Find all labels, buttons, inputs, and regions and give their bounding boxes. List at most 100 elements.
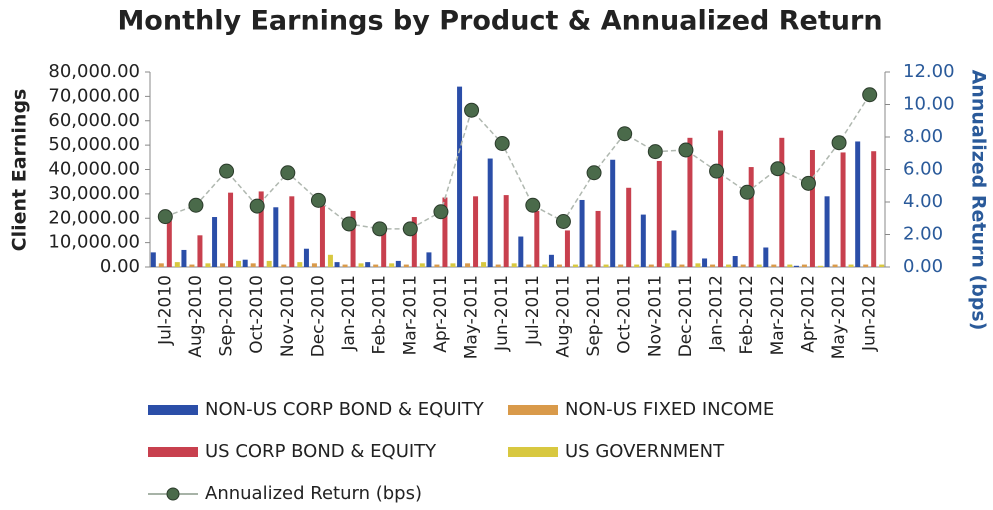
y-tick-label: 40,000.00: [48, 159, 140, 180]
line-point: [280, 165, 296, 181]
line-point: [219, 163, 235, 179]
bar: [848, 264, 854, 267]
bar: [365, 262, 371, 267]
bar: [465, 263, 471, 267]
bar: [671, 230, 677, 267]
x-tick-label: Jan-2011: [339, 275, 359, 352]
bar: [732, 256, 738, 267]
bar: [342, 264, 348, 267]
bar: [809, 150, 815, 267]
bar: [403, 264, 409, 267]
bar: [273, 207, 279, 267]
bar: [266, 260, 272, 267]
x-tick-label: Oct-2010: [247, 275, 267, 354]
bar: [395, 260, 401, 267]
bar: [220, 263, 226, 267]
bar: [556, 264, 562, 267]
bar: [634, 264, 640, 267]
bar: [457, 86, 463, 267]
bar: [503, 195, 509, 267]
bar: [779, 137, 785, 267]
bar: [158, 263, 164, 267]
y2-tick-label: 10.00: [903, 94, 955, 115]
x-tick-label: Jul-2010: [155, 275, 175, 346]
bar: [297, 262, 303, 267]
bar: [610, 159, 616, 267]
line-point: [157, 209, 173, 225]
legend-swatch: [508, 405, 558, 415]
bar: [319, 201, 325, 267]
line-point: [433, 204, 449, 220]
line-point: [617, 126, 633, 142]
y2-tick-label: 6.00: [903, 159, 943, 180]
line-point: [800, 175, 816, 191]
bar: [281, 264, 287, 267]
bar: [832, 264, 838, 267]
bar: [181, 249, 187, 267]
bar: [389, 263, 395, 267]
line-point: [770, 161, 786, 177]
bar: [242, 259, 248, 267]
x-tick-label: Apr-2011: [431, 275, 451, 353]
bar: [212, 217, 218, 267]
line: [165, 94, 871, 230]
line-point: [402, 221, 418, 237]
bar: [817, 265, 823, 267]
x-tick-label: Mar-2012: [768, 275, 788, 355]
bar: [236, 260, 242, 267]
bar: [411, 217, 417, 267]
bar: [481, 262, 487, 267]
y2-tick-label: 8.00: [903, 126, 943, 147]
bar: [228, 192, 234, 267]
bar: [442, 197, 448, 267]
x-tick-label: Jan-2012: [707, 275, 727, 352]
bar: [511, 263, 517, 267]
bar: [863, 264, 869, 267]
x-tick-label: Oct-2011: [615, 275, 635, 354]
y2-tick-label: 12.00: [903, 61, 955, 82]
bar: [434, 264, 440, 267]
chart-title: Monthly Earnings by Product & Annualized…: [117, 6, 882, 37]
bar: [740, 264, 746, 267]
bar: [756, 264, 762, 267]
line-point: [586, 165, 602, 181]
legend-label: Annualized Return (bps): [205, 483, 422, 504]
x-tick-label: May-2012: [829, 275, 849, 359]
legend-label: NON-US CORP BOND & EQUITY: [205, 399, 485, 420]
x-tick-label: Sep-2010: [217, 275, 237, 356]
bar: [289, 196, 295, 267]
bar: [189, 264, 195, 267]
line-point: [372, 221, 388, 237]
x-tick-label: Feb-2012: [737, 275, 757, 355]
bar: [702, 258, 708, 267]
bar: [687, 137, 693, 267]
bar: [542, 264, 548, 267]
y-axis-title: Client Earnings: [9, 89, 31, 252]
y2-axis-title: Annualized Return (bps): [968, 70, 990, 331]
bar: [793, 265, 799, 267]
bar: [801, 264, 807, 267]
bar: [205, 263, 211, 267]
line-point: [555, 214, 571, 229]
bar: [426, 252, 432, 267]
bar: [710, 264, 716, 267]
bar: [197, 235, 203, 267]
bar: [303, 248, 309, 267]
bar: [855, 141, 861, 267]
line-point: [249, 198, 265, 214]
y-tick-label: 50,000.00: [48, 134, 140, 155]
bar: [640, 214, 646, 267]
legend-label: US CORP BOND & EQUITY: [205, 441, 437, 462]
line-point: [525, 197, 541, 213]
bar: [150, 252, 156, 267]
line-point: [494, 136, 510, 151]
bar: [824, 196, 830, 267]
bar: [518, 236, 524, 267]
bar: [603, 264, 609, 267]
x-tick-label: Jun-2012: [860, 275, 880, 352]
bar: [618, 264, 624, 267]
legend-swatch: [148, 405, 198, 415]
x-tick-label: Nov-2011: [645, 275, 665, 357]
bar: [579, 199, 585, 267]
y2-tick-label: 0.00: [903, 256, 943, 277]
